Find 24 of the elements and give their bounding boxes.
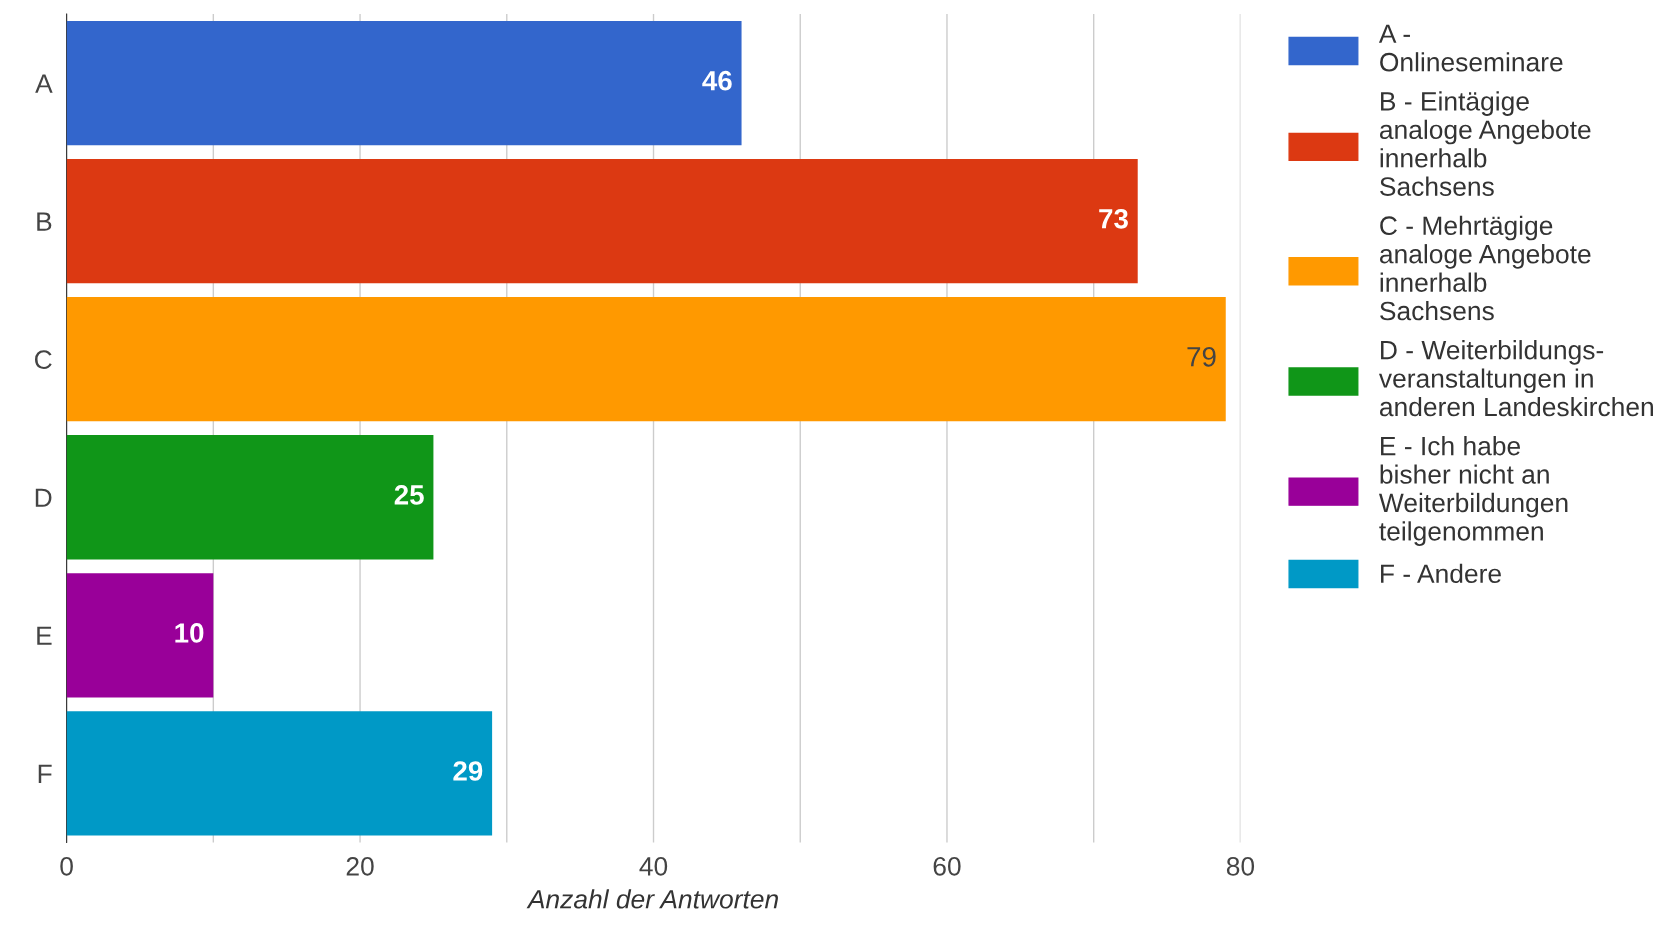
data-label: 29 [453, 761, 483, 781]
x-tick-label: 40 [639, 856, 668, 876]
legend-label: E - Ich habe bisher nicht an Weiterbildungen teilgenommen [1378, 436, 1568, 546]
legend-label: B - Eintägige analoge Angebote innerhalb Sachsens [1379, 91, 1591, 196]
legend-label: A - Onlineseminare [1378, 24, 1563, 72]
x-tick-label: 0 [60, 856, 73, 876]
x-axis-title: Anzahl der Antworten [526, 889, 778, 909]
x-tick-label: 60 [933, 856, 961, 876]
legend-label: F - Andere [1381, 563, 1501, 584]
y-tick-label: E [37, 626, 52, 645]
y-tick-label: B [37, 212, 52, 231]
x-tick-label: 80 [1226, 856, 1255, 876]
y-tick-label: A [35, 74, 53, 93]
data-label: 46 [702, 70, 732, 91]
data-label: 10 [175, 623, 204, 643]
data-label: 73 [1099, 208, 1128, 229]
x-tick-label: 20 [346, 856, 374, 876]
y-tick-label: D [35, 488, 52, 507]
data-label: 79 [1187, 346, 1216, 367]
legend-label: C - Mehrtägige analoge Angebote innerhalb Sachsens [1379, 215, 1591, 321]
y-tick-label: C [34, 350, 52, 370]
data-label: 25 [394, 485, 424, 505]
y-tick-label: F [38, 764, 52, 783]
legend-label: D - Weiterbildungs- veranstaltungen in anderen Landeskirchen [1378, 340, 1653, 417]
